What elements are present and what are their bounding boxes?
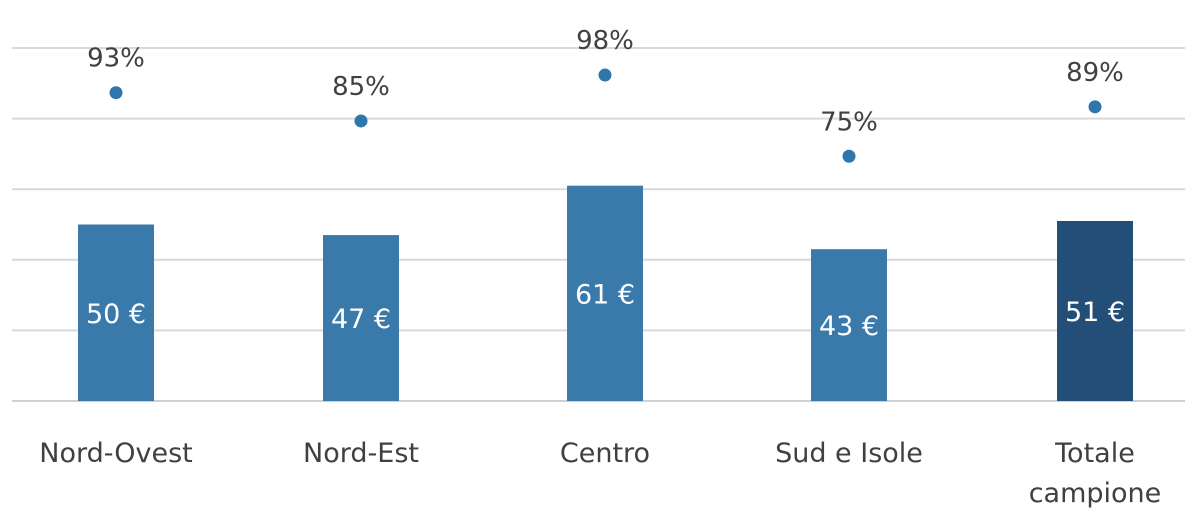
bar [1057, 220, 1133, 401]
dot-point [1088, 100, 1102, 114]
bar-series: 50 € 47 € 61 € 43 € 51 € [78, 185, 1133, 401]
category-label-line: Sud e Isole [775, 438, 923, 469]
dot-value-label: 89% [1066, 58, 1124, 88]
bar-value-label: 50 € [86, 299, 146, 330]
category-label: Nord-Ovest [39, 438, 192, 469]
bar-value-label: 51 € [1065, 297, 1125, 328]
category-label: Nord-Est [303, 438, 419, 469]
category-label-line: Nord-Ovest [39, 438, 192, 469]
category-label-line: campione [1029, 478, 1162, 509]
category-label: Centro [560, 438, 650, 469]
dot-point [109, 86, 123, 100]
dot-value-label: 98% [576, 26, 634, 56]
bar [323, 235, 399, 401]
category-label: Sud e Isole [775, 438, 923, 469]
dot-point [354, 114, 368, 128]
bar-value-label: 61 € [575, 279, 635, 310]
bar [567, 185, 643, 401]
dot-series: 93% 85% 98% 75% 89% [87, 26, 1124, 163]
category-label-line: Nord-Est [303, 438, 419, 469]
category-labels: Nord-Ovest Nord-Est Centro Sud e Isole Total… [39, 438, 1161, 509]
category-label-line: Totale [1054, 438, 1135, 469]
bar [811, 249, 887, 401]
bar [78, 224, 154, 401]
dot-value-label: 75% [820, 107, 878, 137]
category-label: Totale campione [1029, 438, 1162, 509]
bar-value-label: 47 € [331, 304, 391, 335]
bar-value-label: 43 € [819, 311, 879, 342]
dot-value-label: 93% [87, 44, 145, 74]
dot-point [598, 68, 612, 82]
dot-point [842, 149, 856, 163]
category-label-line: Centro [560, 438, 650, 469]
dot-value-label: 85% [332, 72, 390, 102]
